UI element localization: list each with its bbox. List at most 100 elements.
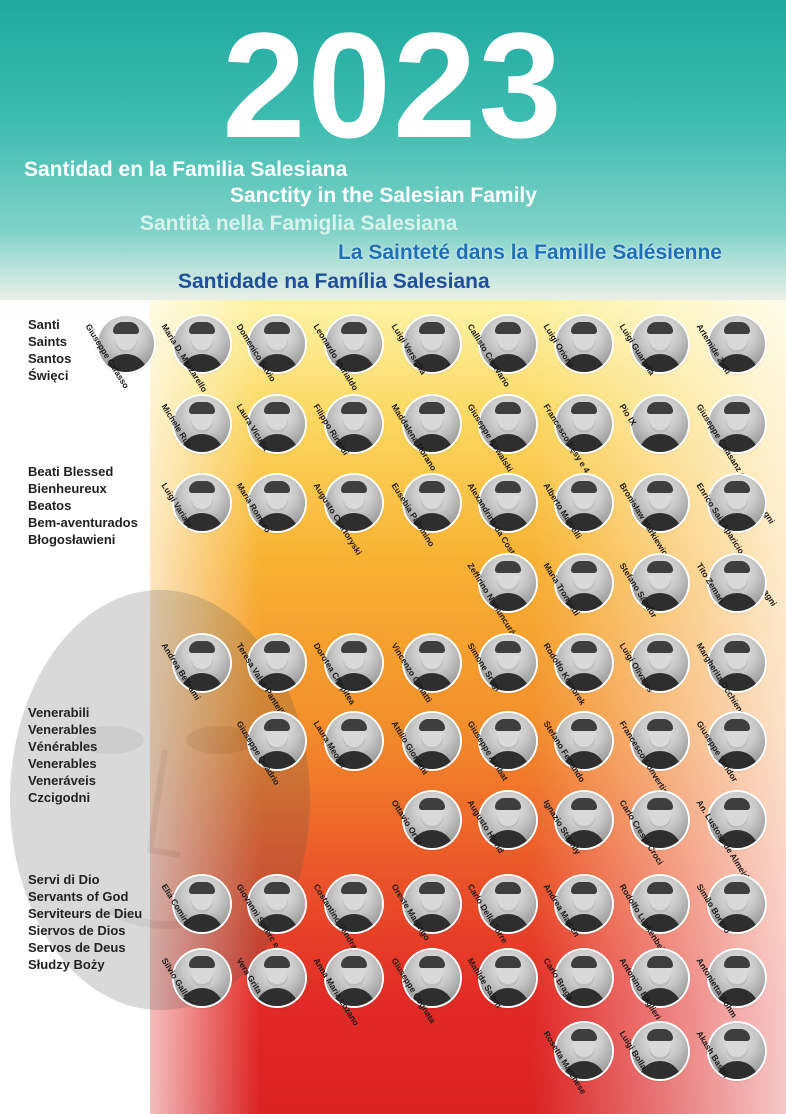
portrait-silhouette [647,322,673,334]
portrait-silhouette [419,882,445,894]
portrait-photo [632,876,688,932]
portrait-silhouette [180,673,224,691]
title-italian: Santità nella Famiglia Salesiana [140,212,458,235]
portrait-silhouette [571,882,597,894]
portrait-photo [556,396,612,452]
portrait-silhouette [255,914,299,932]
portrait-silhouette [715,914,759,932]
portrait-silhouette [486,593,530,611]
portrait-silhouette [341,322,367,334]
portrait-silhouette [410,434,454,452]
section-label-line: Słudzy Boży [28,957,105,972]
portrait-photo [480,635,536,691]
portrait-silhouette [332,988,376,1006]
portrait-silhouette [571,956,597,968]
portrait-silhouette [486,988,530,1006]
portrait-silhouette [647,402,673,414]
portrait-photo [480,555,536,611]
section-label-line: Bienheureux [28,481,107,496]
portrait-photo [709,792,765,848]
portrait-silhouette [189,956,215,968]
section-label-line: Servi di Dio [28,872,100,887]
portrait-silhouette [264,956,290,968]
portrait-silhouette [419,322,445,334]
portrait-silhouette [647,882,673,894]
portrait-silhouette [724,322,750,334]
portrait-silhouette [180,988,224,1006]
portrait-photo [249,396,305,452]
year-title: 2023 [222,1,564,169]
portrait-silhouette [419,641,445,653]
section-label-line: Święci [28,368,69,383]
portrait-photo [632,475,688,531]
portrait-silhouette [571,719,597,731]
portrait-silhouette [410,751,454,769]
portrait-silhouette [647,1029,673,1041]
portrait-photo [556,713,612,769]
portrait-silhouette [495,402,521,414]
portrait-photo [709,635,765,691]
portrait-silhouette [638,673,682,691]
section-label-line: Czcigodni [28,790,91,805]
portrait-silhouette [724,798,750,810]
portrait-silhouette [571,1029,597,1041]
portrait-silhouette [715,513,759,531]
portrait-silhouette [419,798,445,810]
section-label-line: Venerables [28,722,97,737]
title-french: La Sainteté dans la Famille Salésienne [338,241,722,264]
portrait-photo [249,475,305,531]
portrait-photo [404,713,460,769]
portrait-silhouette [410,354,454,372]
portrait-silhouette [486,751,530,769]
section-label-line: Veneráveis [28,773,96,788]
portrait-silhouette [113,322,139,334]
portrait-photo [404,950,460,1006]
portrait-silhouette [180,434,224,452]
portrait-silhouette [638,1061,682,1079]
portrait-photo [249,635,305,691]
portrait-silhouette [715,354,759,372]
portrait-photo [249,713,305,769]
portrait-silhouette [715,673,759,691]
section-label-line: Venerables [28,756,97,771]
section-label-venerable: Venerabili Venerables Vénérables Venerab… [28,704,97,806]
portrait-silhouette [638,914,682,932]
portrait-silhouette [419,402,445,414]
portrait-photo [480,316,536,372]
portrait-photo [326,876,382,932]
portrait-silhouette [332,673,376,691]
portrait-silhouette [562,434,606,452]
portrait-silhouette [341,719,367,731]
portrait-silhouette [562,1061,606,1079]
portrait-silhouette [410,988,454,1006]
portrait-silhouette [486,673,530,691]
portrait-silhouette [647,641,673,653]
portrait-photo [174,950,230,1006]
portrait-photo [632,396,688,452]
portrait-photo [326,950,382,1006]
portrait-photo [632,1023,688,1079]
section-label-line: Bem-aventurados [28,515,138,530]
portrait-photo [404,876,460,932]
portrait-silhouette [332,513,376,531]
section-label-line: Venerabili [28,705,90,720]
section-label-line: Santi [28,317,60,332]
portrait-photo [404,635,460,691]
portrait-photo [556,876,612,932]
portrait-silhouette [255,673,299,691]
portrait-silhouette [419,481,445,493]
portrait-silhouette [410,914,454,932]
portrait-silhouette [724,1029,750,1041]
portrait-silhouette [571,322,597,334]
portrait-photo [709,555,765,611]
portrait-photo [480,475,536,531]
portrait-photo [709,475,765,531]
section-label-saints: Santi Saints Santos Święci [28,316,71,384]
portrait-photo [326,713,382,769]
portrait-silhouette [638,988,682,1006]
section-label-line: Saints [28,334,68,349]
portrait-silhouette [495,322,521,334]
portrait-silhouette [495,882,521,894]
portrait-photo [404,396,460,452]
